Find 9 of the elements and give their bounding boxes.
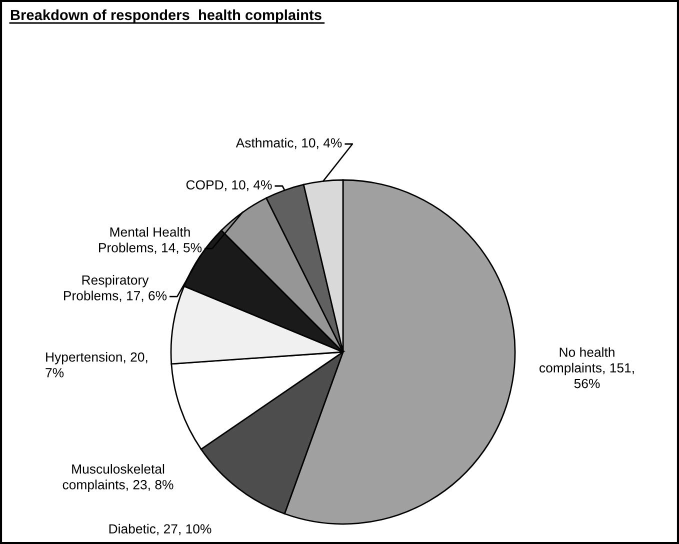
chart-title: Breakdown of responders health complaints	[10, 9, 322, 24]
slice-label: Respiratory Problems, 17, 6%	[64, 275, 167, 302]
slice-label: No health complaints, 151, 56%	[540, 347, 634, 388]
slice-label: Hypertension, 20, 7%	[46, 352, 148, 378]
slice-label: Mental Health Problems, 14, 5%	[99, 227, 202, 254]
slice-label: COPD, 10, 4%	[186, 180, 272, 192]
slice-label: Musculoskeletal complaints, 23, 8%	[62, 464, 174, 492]
slice-label: Diabetic, 27, 10%	[109, 524, 212, 536]
slice-label: Asthmatic, 10, 4%	[236, 138, 342, 150]
